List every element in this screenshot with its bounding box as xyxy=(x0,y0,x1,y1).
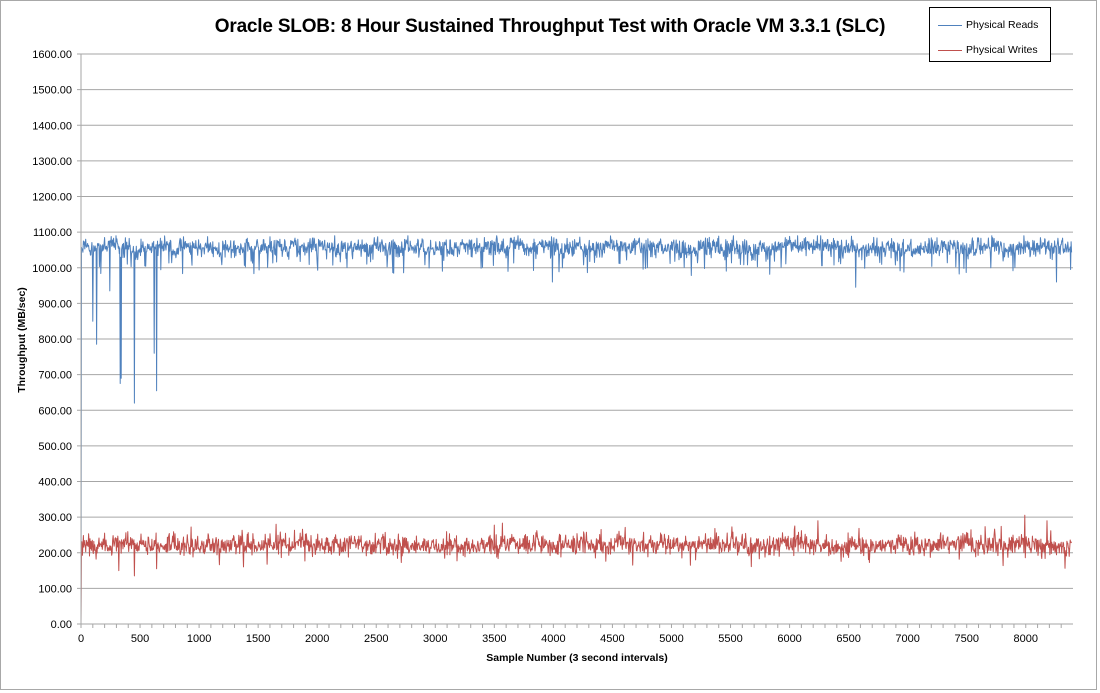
data-series xyxy=(80,235,1073,625)
y-tick-label: 500.00 xyxy=(38,441,72,453)
x-tick-label: 7000 xyxy=(895,633,919,645)
y-tick-label: 1300.00 xyxy=(32,156,72,168)
x-tick-label: 4500 xyxy=(600,633,624,645)
x-tick-label: 7500 xyxy=(954,633,978,645)
y-tick-label: 1200.00 xyxy=(32,192,72,204)
x-tick-label: 6000 xyxy=(777,633,801,645)
x-tick-label: 3000 xyxy=(423,633,447,645)
y-tick-label: 300.00 xyxy=(38,512,72,524)
y-tick-label: 700.00 xyxy=(38,370,72,382)
x-tick-label: 1500 xyxy=(246,633,270,645)
x-tick-label: 5000 xyxy=(659,633,683,645)
y-tick-label: 100.00 xyxy=(38,583,72,595)
x-axis-label: Sample Number (3 second intervals) xyxy=(486,652,668,664)
y-tick-label: 1400.00 xyxy=(32,120,72,132)
y-tick-label: 200.00 xyxy=(38,548,72,560)
x-tick-label: 4000 xyxy=(541,633,565,645)
y-tick-label: 1100.00 xyxy=(33,227,72,239)
x-tick-label: 2000 xyxy=(305,633,329,645)
legend-item-physical-writes: Physical Writes xyxy=(938,43,1038,57)
series-line-physical-reads xyxy=(80,235,1073,625)
y-tick-label: 400.00 xyxy=(38,477,72,489)
x-tick-label: 1000 xyxy=(187,633,211,645)
x-tick-label: 5500 xyxy=(718,633,742,645)
x-tick-label: 3500 xyxy=(482,633,506,645)
y-tick-label: 0.00 xyxy=(51,619,72,631)
x-tick-label: 8000 xyxy=(1014,633,1038,645)
x-axis-ticks: 0 500 1000 1500 2000 2500 3000 3500 4000 4500 5000… xyxy=(78,624,1062,645)
x-tick-label: 2500 xyxy=(364,633,388,645)
series-line-physical-writes xyxy=(80,514,1073,625)
y-tick-label: 1600.00 xyxy=(32,49,72,61)
gridlines xyxy=(77,53,1073,625)
legend-label: Physical Writes xyxy=(966,44,1038,56)
y-tick-label: 1500.00 xyxy=(32,85,72,97)
y-tick-label: 1000.00 xyxy=(32,263,72,275)
x-tick-label: 500 xyxy=(131,633,149,645)
x-tick-label: 0 xyxy=(78,633,84,645)
y-tick-label: 600.00 xyxy=(38,405,72,417)
legend-item-physical-reads: Physical Reads xyxy=(938,18,1038,32)
x-tick-label: 6500 xyxy=(836,633,860,645)
chart-title: Oracle SLOB: 8 Hour Sustained Throughput… xyxy=(214,16,886,37)
legend-swatch-reads xyxy=(938,24,962,26)
legend-label: Physical Reads xyxy=(966,19,1039,31)
axes xyxy=(80,54,1073,625)
y-axis-ticks: 0.00 100.00 200.00 300.00 400.00 500.00 600.00… xyxy=(32,49,72,631)
legend: Physical Reads Physical Writes xyxy=(929,7,1051,62)
y-tick-label: 900.00 xyxy=(38,298,72,310)
legend-swatch-writes xyxy=(938,49,962,51)
y-tick-label: 800.00 xyxy=(38,334,72,346)
